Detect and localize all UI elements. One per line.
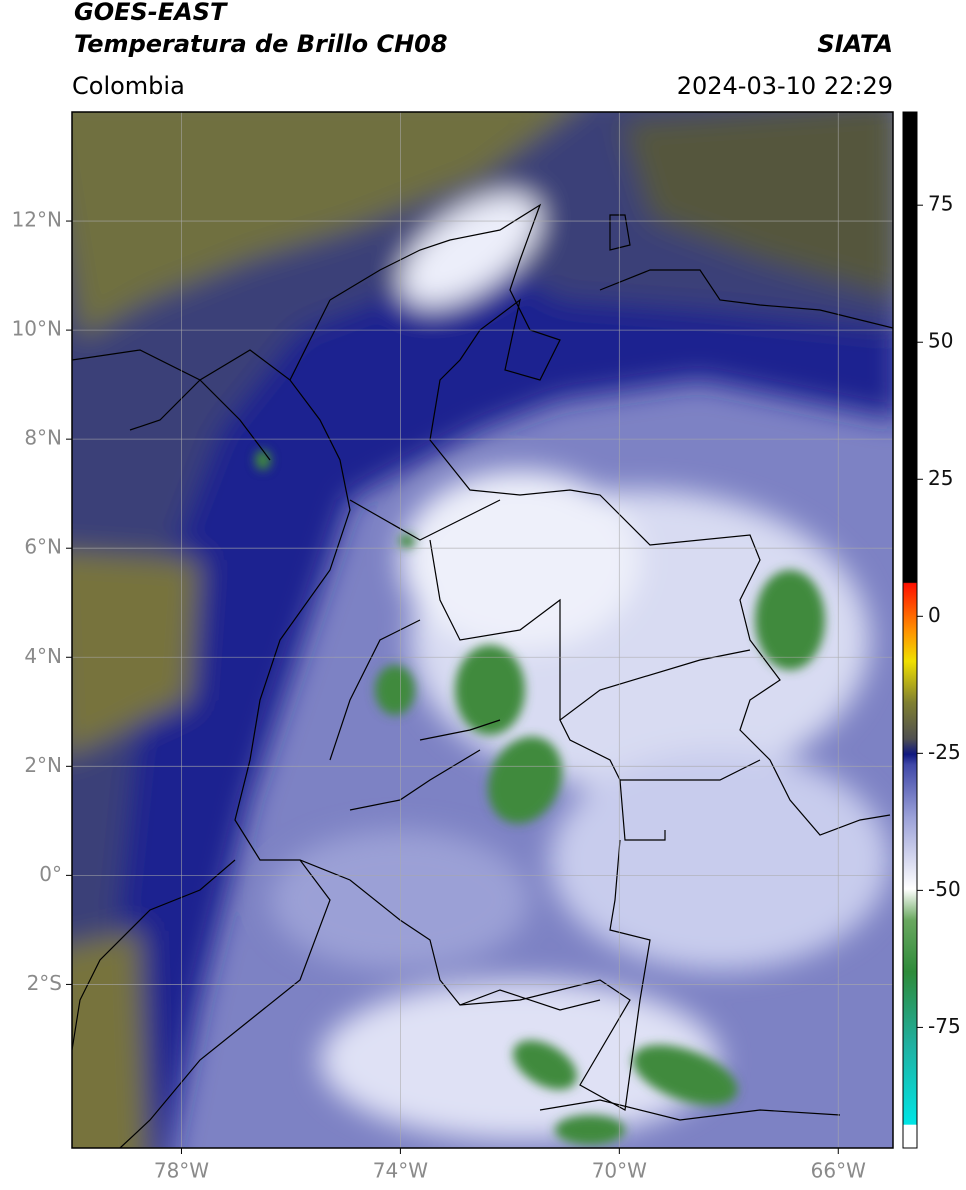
y-tick-label: 2°S <box>27 971 62 995</box>
y-tick-label: 2°N <box>24 753 62 777</box>
source: SIATA <box>817 30 893 58</box>
grid <box>72 112 893 1148</box>
region: Colombia <box>72 72 185 100</box>
colorbar <box>902 111 918 1149</box>
colorbar-tick-label: -25 <box>928 740 961 764</box>
y-tick-label: 0° <box>39 862 62 886</box>
y-tick-label: 4°N <box>24 644 62 668</box>
map-frame <box>71 111 894 1149</box>
y-tick-label: 6°N <box>24 535 62 559</box>
colorbar-tick-label: -75 <box>928 1014 961 1038</box>
satellite-image <box>72 112 893 1148</box>
timestamp: 2024-03-10 22:29 <box>677 72 893 100</box>
colorbar-tick-label: 50 <box>928 329 953 353</box>
colorbar-tick-label: 75 <box>928 192 953 216</box>
y-tick-label: 12°N <box>12 208 62 232</box>
x-tick-label: 66°W <box>811 1159 866 1183</box>
x-tick-label: 78°W <box>154 1159 209 1183</box>
title: GOES-EAST <box>74 0 228 26</box>
subtitle: Temperatura de Brillo CH08 <box>74 30 448 58</box>
x-tick-label: 70°W <box>592 1159 647 1183</box>
y-tick-label: 10°N <box>12 317 62 341</box>
y-tick-label: 8°N <box>24 426 62 450</box>
colorbar-tick-label: -50 <box>928 877 961 901</box>
x-tick-label: 74°W <box>373 1159 428 1183</box>
colorbar-tick-label: 0 <box>928 603 941 627</box>
colorbar-tick-label: 25 <box>928 466 953 490</box>
borders <box>72 203 893 1148</box>
